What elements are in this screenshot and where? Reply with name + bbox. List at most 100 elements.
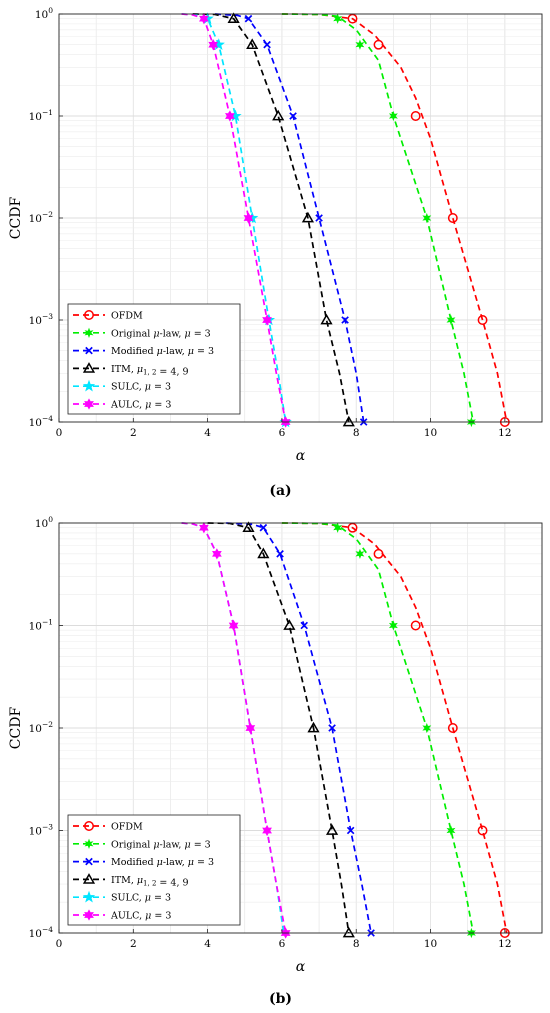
data-point — [212, 548, 222, 560]
data-point — [410, 620, 421, 631]
x-tick-label: 10 — [424, 938, 437, 950]
data-point — [446, 825, 456, 836]
series-line — [181, 13, 287, 423]
legend-entry: SULC, μ = 3 — [73, 379, 171, 393]
y-tick-label: 100 — [35, 6, 53, 21]
series-line — [207, 522, 350, 934]
legend-marker — [84, 838, 94, 849]
data-point — [208, 39, 219, 51]
data-point — [341, 316, 349, 324]
legend-label: SULC, μ = 3 — [111, 893, 171, 904]
legend-entry: ITM, μ1, 2 = 4, 9 — [73, 873, 189, 889]
data-point — [477, 315, 488, 325]
data-point — [388, 620, 398, 631]
series-5 — [181, 522, 291, 939]
legend-label: SULC, μ = 3 — [111, 382, 171, 393]
legend-marker — [85, 346, 93, 355]
legend-label: OFDM — [111, 311, 143, 322]
data-point — [289, 112, 297, 120]
legend-marker — [82, 873, 96, 884]
legend-entry: Modified μ-law, μ = 3 — [73, 346, 214, 357]
data-point — [272, 109, 285, 121]
y-tick-label: 10−2 — [29, 210, 54, 225]
data-point — [447, 723, 458, 733]
x-tick-label: 4 — [204, 938, 211, 950]
legend-marker — [84, 398, 94, 410]
x-tick-label: 8 — [353, 427, 360, 439]
data-point — [225, 110, 235, 122]
legend-label: Original μ-law, μ = 3 — [111, 328, 211, 339]
legend-marker — [85, 857, 93, 866]
data-point — [245, 722, 256, 734]
data-point — [276, 550, 284, 558]
legend-marker — [84, 909, 94, 921]
legend-label: ITM, μ1, 2 = 4, 9 — [111, 364, 189, 378]
series-1 — [281, 13, 476, 428]
data-point — [422, 722, 432, 734]
series-0 — [281, 522, 510, 938]
legend-label: Modified μ-law, μ = 3 — [111, 346, 214, 357]
data-point — [347, 13, 358, 24]
legend-entry: AULC, μ = 3 — [73, 398, 171, 411]
x-tick-label: 2 — [130, 427, 137, 439]
legend: OFDM Original μ-law, μ = 3 Modified μ-law,… — [67, 303, 241, 415]
legend-entry: AULC, μ = 3 — [73, 909, 171, 922]
data-point — [446, 314, 456, 326]
legend-marker — [84, 310, 94, 320]
data-point — [355, 548, 365, 560]
series-3 — [192, 12, 355, 427]
x-tick-label: 10 — [424, 427, 437, 439]
data-point — [242, 521, 255, 533]
y-tick-label: 10−3 — [29, 312, 54, 327]
legend-entry: OFDM — [73, 310, 143, 322]
panel-caption: (a) — [269, 483, 291, 499]
legend-label: AULC, μ = 3 — [110, 911, 171, 922]
legend-entry: Original μ-law, μ = 3 — [73, 327, 211, 339]
legend-entry: Modified μ-law, μ = 3 — [73, 857, 214, 868]
x-tick-label: 6 — [279, 938, 286, 950]
data-point — [246, 38, 259, 50]
legend-entry: Original μ-law, μ = 3 — [73, 838, 211, 850]
legend-entry: ITM, μ1, 2 = 4, 9 — [73, 362, 189, 378]
chart-panel-b: 0 2 4 6 8 10 12 10−4 10−3 10−2 10−1 100 α CCDF OFDM Ori… — [8, 515, 543, 1007]
data-point — [227, 12, 240, 24]
data-point — [477, 825, 488, 836]
y-tick-label: 10−4 — [29, 414, 54, 429]
legend-label: OFDM — [111, 822, 143, 833]
data-point — [347, 522, 358, 533]
data-point — [263, 40, 271, 49]
x-tick-label: 12 — [498, 938, 511, 950]
series-line — [281, 13, 508, 423]
data-point — [199, 13, 209, 25]
legend-label: ITM, μ1, 2 = 4, 9 — [111, 875, 189, 889]
y-tick-label: 10−1 — [29, 108, 53, 123]
data-point — [342, 415, 355, 427]
data-point — [300, 621, 309, 630]
series-5 — [181, 13, 291, 428]
legend: OFDM Original μ-law, μ = 3 Modified μ-law,… — [67, 814, 241, 926]
data-point — [422, 212, 432, 224]
data-point — [259, 523, 268, 532]
data-point — [283, 619, 296, 630]
data-point — [342, 926, 355, 938]
data-point — [301, 211, 315, 223]
data-point — [262, 314, 272, 326]
legend-entry: OFDM — [73, 821, 143, 833]
series-line — [192, 13, 350, 423]
legend-marker — [84, 821, 94, 831]
data-point — [262, 824, 272, 837]
data-point — [325, 824, 339, 835]
series-line — [281, 522, 475, 934]
x-tick-label: 2 — [130, 938, 137, 950]
x-tick-label: 0 — [56, 427, 63, 439]
x-tick-label: 4 — [204, 427, 211, 439]
data-point — [307, 721, 320, 733]
x-tick-label: 6 — [279, 427, 286, 439]
series-3 — [207, 521, 355, 938]
data-point — [320, 313, 333, 325]
series-1 — [281, 522, 476, 939]
data-point — [346, 826, 355, 835]
series-2 — [226, 522, 375, 937]
legend-box — [67, 814, 241, 926]
legend-marker — [84, 327, 94, 338]
